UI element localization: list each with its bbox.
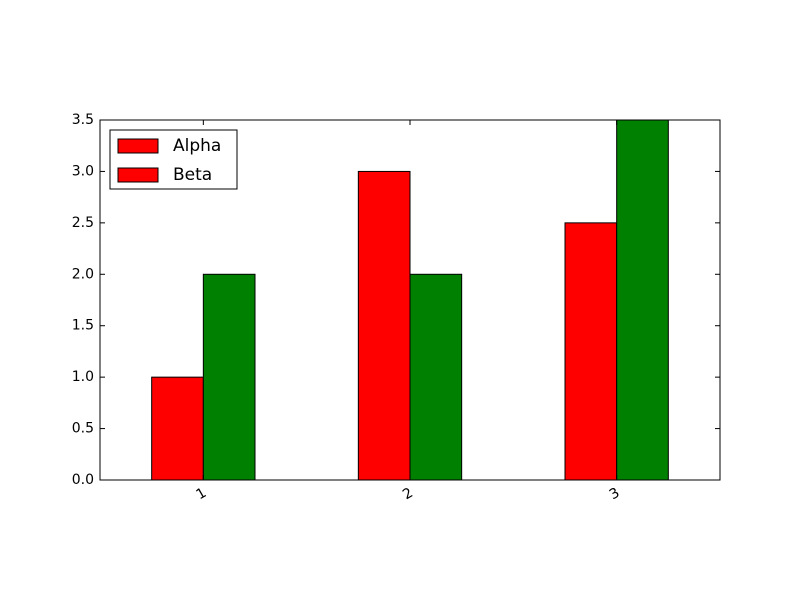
y-tick-label: 3.0: [72, 163, 94, 179]
bar: [357, 170, 411, 481]
bar: [616, 119, 669, 481]
bar: [409, 273, 463, 481]
legend-swatch: [117, 138, 159, 154]
y-tick-label: 0.5: [72, 421, 94, 437]
y-tick-label: 2.0: [72, 266, 94, 282]
y-tick-label: 1.5: [72, 318, 94, 334]
y-tick-label: 3.5: [72, 112, 94, 128]
legend-swatch: [117, 167, 159, 183]
legend-label: Alpha: [173, 136, 221, 156]
x-tick-label: 3: [607, 485, 623, 503]
x-tick-label: 2: [400, 485, 416, 503]
y-tick-label: 0.0: [72, 472, 94, 488]
bar: [202, 273, 256, 481]
y-tick-label: 2.5: [72, 215, 94, 231]
y-tick-label: 1.0: [72, 369, 94, 385]
bar: [564, 222, 618, 481]
x-tick-label: 1: [193, 485, 209, 503]
legend-label: Beta: [173, 165, 212, 185]
bar: [151, 376, 204, 481]
